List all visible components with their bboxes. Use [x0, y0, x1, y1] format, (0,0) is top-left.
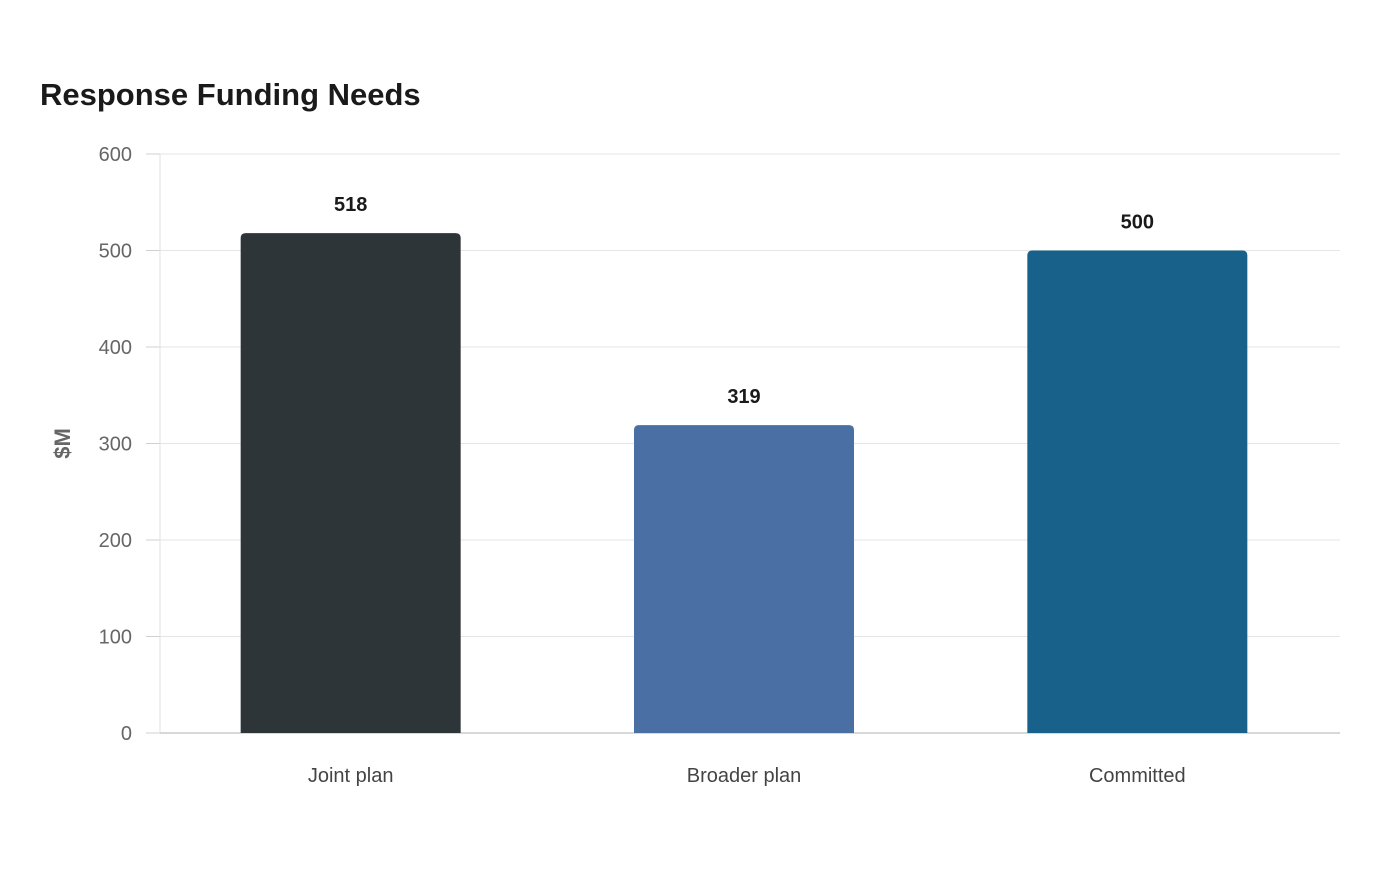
y-tick-label: 300: [99, 434, 132, 456]
y-tick-label: 500: [99, 241, 132, 263]
data-label: 500: [1121, 212, 1154, 234]
data-label: 319: [727, 386, 760, 408]
bar-broader-plan: [634, 425, 854, 733]
y-tick-label: 0: [121, 723, 132, 745]
x-tick-label: Broader plan: [687, 765, 802, 787]
bars: [240, 233, 1248, 733]
y-tick-label: 400: [99, 337, 132, 359]
y-tick-label: 600: [99, 144, 132, 166]
y-tick-label: 200: [99, 530, 132, 552]
x-tick-label: Joint plan: [308, 765, 394, 787]
y-axis-title: $M: [50, 428, 75, 459]
labels: 0 100 200 300 400 500 600 $M 518 Joint plan 319 Bro…: [50, 144, 1186, 787]
data-label: 518: [334, 194, 367, 216]
x-tick-label: Committed: [1089, 765, 1186, 787]
chart-title: Response Funding Needs: [40, 77, 421, 112]
y-tick-label: 100: [99, 627, 132, 649]
bar-committed: [1027, 250, 1248, 733]
bar-joint-plan: [240, 233, 461, 733]
